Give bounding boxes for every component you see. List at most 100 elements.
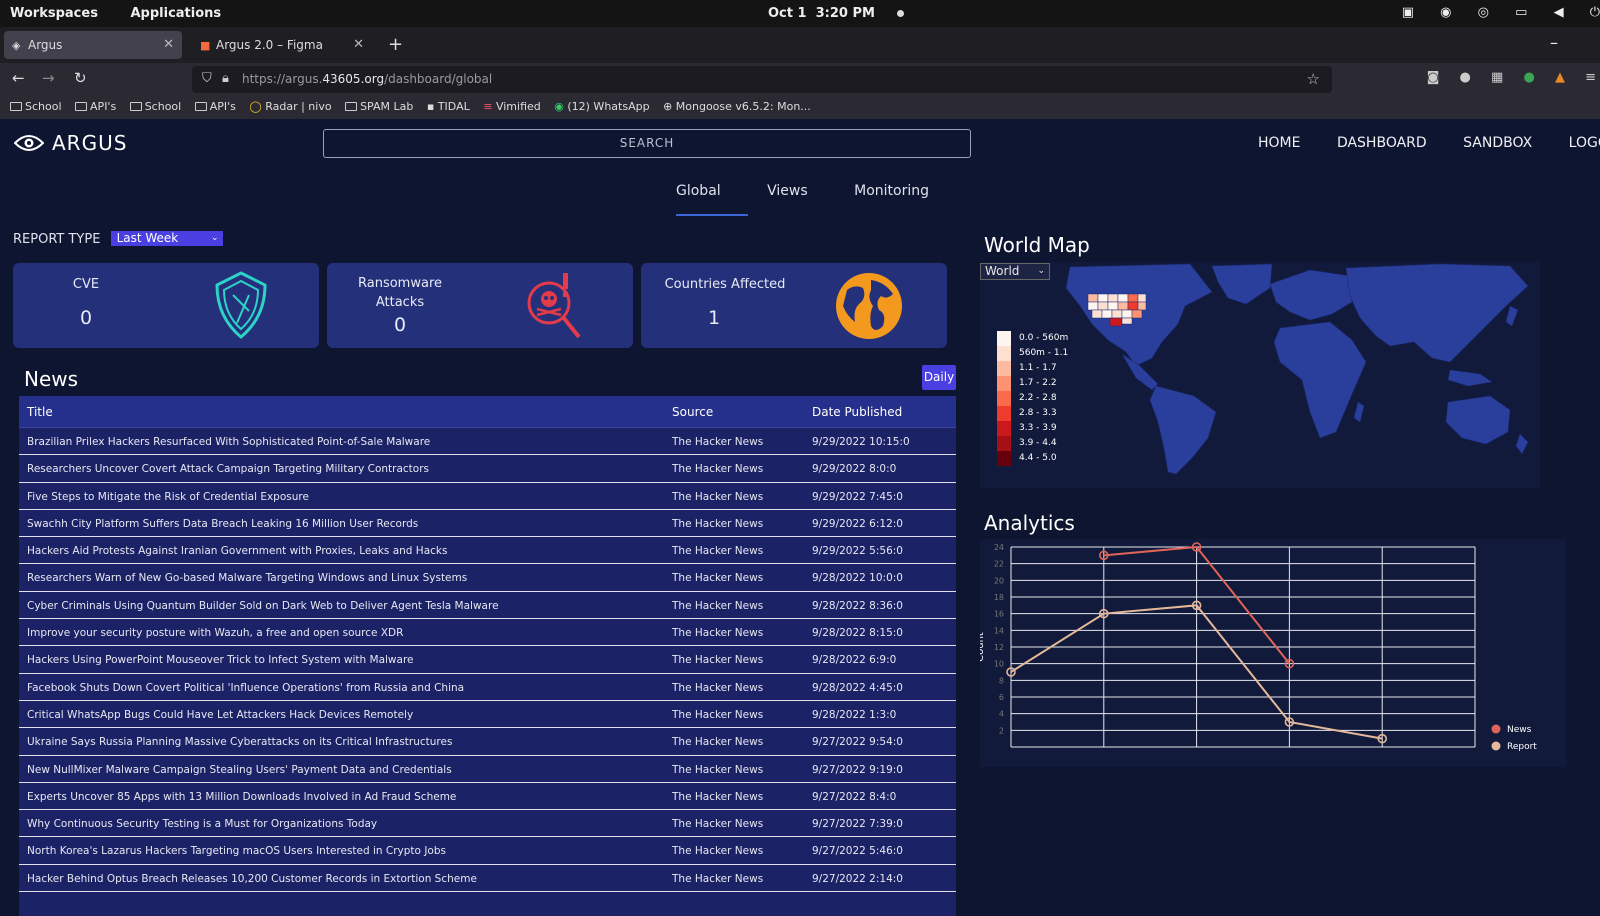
clock[interactable]: Oct 1 3:20 PM [768, 6, 904, 21]
bookmark-vimified[interactable]: ≡ Vimified [483, 100, 541, 113]
tab-global[interactable]: Global [676, 183, 721, 199]
table-row[interactable]: Improve your security posture with Wazuh… [19, 619, 956, 647]
shield-tracking-icon[interactable]: ⛉ [202, 71, 212, 86]
forward-icon[interactable]: → [42, 69, 55, 87]
legend-marker-report [1491, 741, 1501, 751]
table-row[interactable]: Cyber Criminals Using Quantum Builder So… [19, 592, 956, 620]
news-title-cell[interactable]: North Korea's Lazarus Hackers Targeting … [27, 845, 446, 858]
bookmark-whatsapp[interactable]: ◉ (12) WhatsApp [554, 100, 650, 113]
discord-icon[interactable]: ◉ [1440, 5, 1452, 20]
nav-logout[interactable]: LOGOUT [1568, 135, 1600, 151]
daily-filter-button[interactable]: Daily [922, 365, 956, 390]
news-title-cell[interactable]: Brazilian Prilex Hackers Resurfaced With… [27, 436, 431, 448]
y-tick-label: 20 [994, 576, 1004, 585]
news-source-cell: The Hacker News [672, 627, 764, 640]
tab-monitoring[interactable]: Monitoring [854, 183, 929, 199]
table-row[interactable]: North Korea's Lazarus Hackers Targeting … [19, 837, 956, 865]
news-date-cell: 9/27/2022 9:54:0 [812, 736, 903, 749]
table-row[interactable]: Facebook Shuts Down Covert Political 'In… [19, 674, 956, 701]
table-row[interactable]: Ukraine Says Russia Planning Massive Cyb… [19, 728, 956, 756]
news-title-cell[interactable]: Ukraine Says Russia Planning Massive Cyb… [27, 736, 453, 749]
close-tab-icon[interactable]: ✕ [353, 37, 364, 52]
news-title-cell[interactable]: Hackers Using PowerPoint Mouseover Trick… [27, 654, 414, 667]
tab-argus[interactable]: ◈ Argus ✕ [4, 31, 182, 59]
bookmark-radar-nivo[interactable]: ◯ Radar | nivo [249, 100, 332, 113]
news-title-cell[interactable]: Why Continuous Security Testing is a Mus… [27, 818, 378, 831]
nav-sandbox[interactable]: SANDBOX [1463, 135, 1533, 151]
legend-label: 1.1 - 1.7 [1019, 363, 1057, 373]
bookmark-tidal[interactable]: ▪ TIDAL [426, 100, 470, 113]
lock-icon[interactable]: 🔒︎ [222, 71, 229, 86]
table-row[interactable]: Hacker Behind Optus Breach Releases 10,2… [19, 865, 956, 893]
screen-icon[interactable]: ▣ [1401, 5, 1415, 20]
news-title-cell[interactable]: Researchers Warn of New Go-based Malware… [27, 572, 468, 585]
tab-views[interactable]: Views [767, 183, 808, 199]
news-title-cell[interactable]: Cyber Criminals Using Quantum Builder So… [27, 599, 499, 612]
table-row[interactable]: Researchers Uncover Covert Attack Campai… [19, 455, 956, 483]
close-tab-icon[interactable]: ✕ [163, 37, 174, 52]
news-source-cell: The Hacker News [672, 490, 764, 503]
table-row[interactable]: New NullMixer Malware Campaign Stealing … [19, 756, 956, 783]
power-icon[interactable]: ⏻ [1589, 5, 1600, 20]
menu-icon[interactable]: ≡ [1585, 70, 1596, 85]
active-tab-underline [676, 214, 748, 216]
col-source[interactable]: Source [672, 405, 714, 419]
col-title[interactable]: Title [27, 405, 53, 419]
news-title-cell[interactable]: Researchers Uncover Covert Attack Campai… [27, 463, 430, 476]
logo-text: ARGUS [52, 131, 128, 155]
table-row[interactable]: Brazilian Prilex Hackers Resurfaced With… [19, 428, 956, 456]
table-row[interactable]: Why Continuous Security Testing is a Mus… [19, 810, 956, 838]
applications-menu[interactable]: Applications [130, 6, 222, 21]
url-bar[interactable]: ⛉ 🔒︎ https://argus.43605.org/dashboard/g… [192, 66, 1332, 93]
news-title-cell[interactable]: Improve your security posture with Wazuh… [27, 627, 404, 640]
news-title-cell[interactable]: Facebook Shuts Down Covert Political 'In… [27, 681, 465, 694]
nav-dashboard[interactable]: DASHBOARD [1336, 135, 1427, 151]
y-axis-label: Count [980, 632, 986, 662]
account-icon[interactable]: ● [1459, 70, 1471, 85]
url-text[interactable]: https://argus.43605.org/dashboard/global [242, 72, 493, 86]
nav-home[interactable]: HOME [1258, 135, 1301, 151]
news-title-cell[interactable]: Five Steps to Mitigate the Risk of Crede… [27, 490, 309, 503]
report-type-select[interactable]: Last Week ⌄ [110, 231, 223, 246]
search-input[interactable]: SEARCH [323, 129, 971, 158]
news-title-cell[interactable]: Experts Uncover 85 Apps with 13 Million … [27, 790, 457, 803]
world-map[interactable] [980, 262, 1540, 488]
display-icon[interactable]: ▭ [1515, 5, 1528, 20]
minimize-icon[interactable]: – [1550, 33, 1558, 52]
table-row[interactable]: Hackers Aid Protests Against Iranian Gov… [19, 537, 956, 565]
col-date[interactable]: Date Published [812, 405, 903, 419]
table-row[interactable]: Five Steps to Mitigate the Risk of Crede… [19, 483, 956, 510]
table-row[interactable]: Hackers Using PowerPoint Mouseover Trick… [19, 646, 956, 674]
bookmark-apis[interactable]: API's [75, 100, 116, 113]
reload-icon[interactable]: ↻ [74, 69, 87, 87]
new-tab-icon[interactable]: + [388, 34, 404, 55]
logo[interactable]: ARGUS [14, 131, 127, 155]
metamask-icon[interactable]: ▲ [1554, 70, 1565, 85]
volume-icon[interactable]: ◀ [1553, 5, 1564, 20]
bookmark-apis[interactable]: API's [194, 100, 236, 113]
bookmark-star-icon[interactable]: ☆ [1306, 70, 1320, 88]
news-title-cell[interactable]: Critical WhatsApp Bugs Could Have Let At… [27, 708, 414, 721]
news-title-cell[interactable]: New NullMixer Malware Campaign Stealing … [27, 763, 452, 776]
extension-icon[interactable]: ▦ [1491, 70, 1504, 85]
news-title-cell[interactable]: Hackers Aid Protests Against Iranian Gov… [27, 545, 448, 558]
table-row[interactable]: Critical WhatsApp Bugs Could Have Let At… [19, 701, 956, 729]
back-icon[interactable]: ← [12, 69, 25, 87]
eye-icon [14, 135, 44, 151]
table-row[interactable]: Experts Uncover 85 Apps with 13 Million … [19, 783, 956, 811]
pocket-icon[interactable]: ◙ [1426, 70, 1440, 85]
bookmark-school[interactable]: School [10, 100, 62, 113]
tab-figma[interactable]: ■ Argus 2.0 – Figma ✕ [192, 31, 372, 59]
table-row[interactable]: Swachh City Platform Suffers Data Breach… [19, 510, 956, 538]
bookmark-school[interactable]: School [129, 100, 181, 113]
bookmark-mongoose[interactable]: ⊕ Mongoose v6.5.2: Mon... [663, 100, 811, 113]
bookmark-spam-lab[interactable]: SPAM Lab [345, 100, 413, 113]
table-row[interactable]: Researchers Warn of New Go-based Malware… [19, 564, 956, 592]
workspaces-menu[interactable]: Workspaces [10, 6, 98, 21]
map-region-select[interactable]: World ⌄ [980, 263, 1050, 280]
news-title-cell[interactable]: Swachh City Platform Suffers Data Breach… [27, 517, 419, 530]
map-title: World Map [984, 233, 1090, 257]
news-title-cell[interactable]: Hacker Behind Optus Breach Releases 10,2… [27, 872, 477, 885]
grammarly-icon[interactable]: ● [1523, 70, 1535, 85]
whatsapp-tray-icon[interactable]: ◎ [1477, 5, 1489, 20]
